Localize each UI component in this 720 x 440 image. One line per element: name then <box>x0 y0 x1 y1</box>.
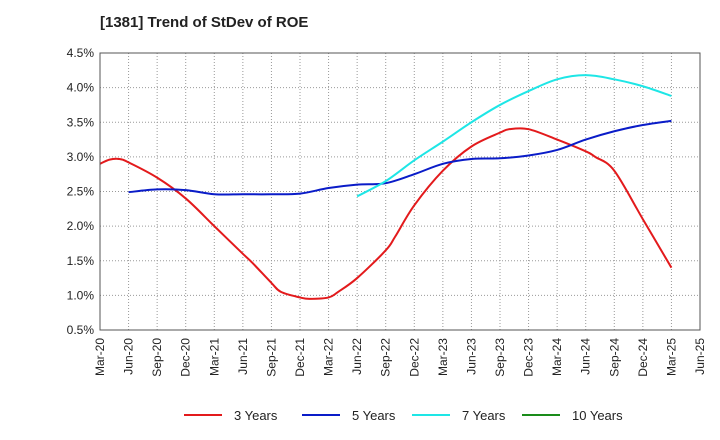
x-tick-label: Jun-25 <box>693 338 707 375</box>
x-tick-label: Sep-22 <box>379 338 393 377</box>
x-tick-label: Mar-24 <box>550 338 564 376</box>
legend-swatch <box>184 414 222 416</box>
legend-swatch <box>522 414 560 416</box>
series-line-3-years <box>99 127 673 300</box>
y-tick-label: 0.5% <box>67 323 95 337</box>
y-axis-tick-labels: 0.5% 1.0% 1.5% 2.0% 2.5% 3.0% 3.5% 4.0% 4.5% <box>67 46 95 337</box>
x-tick-label: Jun-20 <box>122 338 136 375</box>
x-tick-label: Mar-21 <box>207 338 221 376</box>
x-tick-label: Mar-22 <box>322 338 336 376</box>
plot-frame <box>99 52 701 331</box>
y-tick-label: 3.5% <box>67 115 95 129</box>
legend-label: 7 Years <box>462 407 506 423</box>
chart-title: [1381] Trend of StDev of ROE <box>100 14 309 31</box>
x-axis-tick-labels: Mar-20 Jun-20 Sep-20 Dec-20 Mar-21 Jun-21 Sep-… <box>93 338 707 377</box>
x-tick-label: Jun-24 <box>579 338 593 375</box>
legend-swatch <box>412 414 450 416</box>
legend-swatch <box>302 414 340 416</box>
x-tick-label: Dec-22 <box>407 338 421 377</box>
x-tick-label: Jun-21 <box>236 338 250 375</box>
y-tick-label: 1.5% <box>67 254 95 268</box>
series-line-5-years <box>128 119 672 196</box>
legend-label: 3 Years <box>234 407 278 423</box>
x-tick-label: Jun-23 <box>464 338 478 375</box>
y-tick-label: 3.0% <box>67 150 95 164</box>
legend-item: 7 Years <box>412 404 505 426</box>
x-tick-label: Mar-20 <box>93 338 107 376</box>
series-line-7-years <box>356 74 672 198</box>
x-tick-label: Dec-21 <box>293 338 307 377</box>
legend-item: 5 Years <box>302 404 395 426</box>
x-tick-label: Dec-20 <box>179 338 193 377</box>
x-tick-label: Sep-21 <box>264 338 278 377</box>
x-tick-label: Mar-25 <box>664 338 678 376</box>
x-tick-label: Dec-24 <box>636 338 650 377</box>
y-tick-label: 2.0% <box>67 219 95 233</box>
y-tick-label: 4.0% <box>67 81 95 95</box>
gridlines <box>100 53 700 330</box>
x-tick-label: Sep-23 <box>493 338 507 377</box>
x-tick-label: Dec-23 <box>522 338 536 377</box>
legend-label: 10 Years <box>572 407 623 423</box>
legend-item: 10 Years <box>522 404 623 426</box>
x-tick-label: Jun-22 <box>350 338 364 375</box>
x-tick-label: Mar-23 <box>436 338 450 376</box>
legend-label: 5 Years <box>352 407 396 423</box>
y-tick-label: 1.0% <box>67 288 95 302</box>
series-lines <box>99 74 673 300</box>
x-tick-label: Sep-20 <box>150 338 164 377</box>
chart-legend: 3 Years 5 Years 7 Years 10 Years <box>0 404 720 426</box>
legend-item: 3 Years <box>184 404 277 426</box>
y-tick-label: 2.5% <box>67 185 95 199</box>
line-chart: 0.5% 1.0% 1.5% 2.0% 2.5% 3.0% 3.5% 4.0% 4.5% Mar… <box>67 46 707 377</box>
y-tick-label: 4.5% <box>67 46 95 60</box>
x-tick-label: Sep-24 <box>607 338 621 377</box>
